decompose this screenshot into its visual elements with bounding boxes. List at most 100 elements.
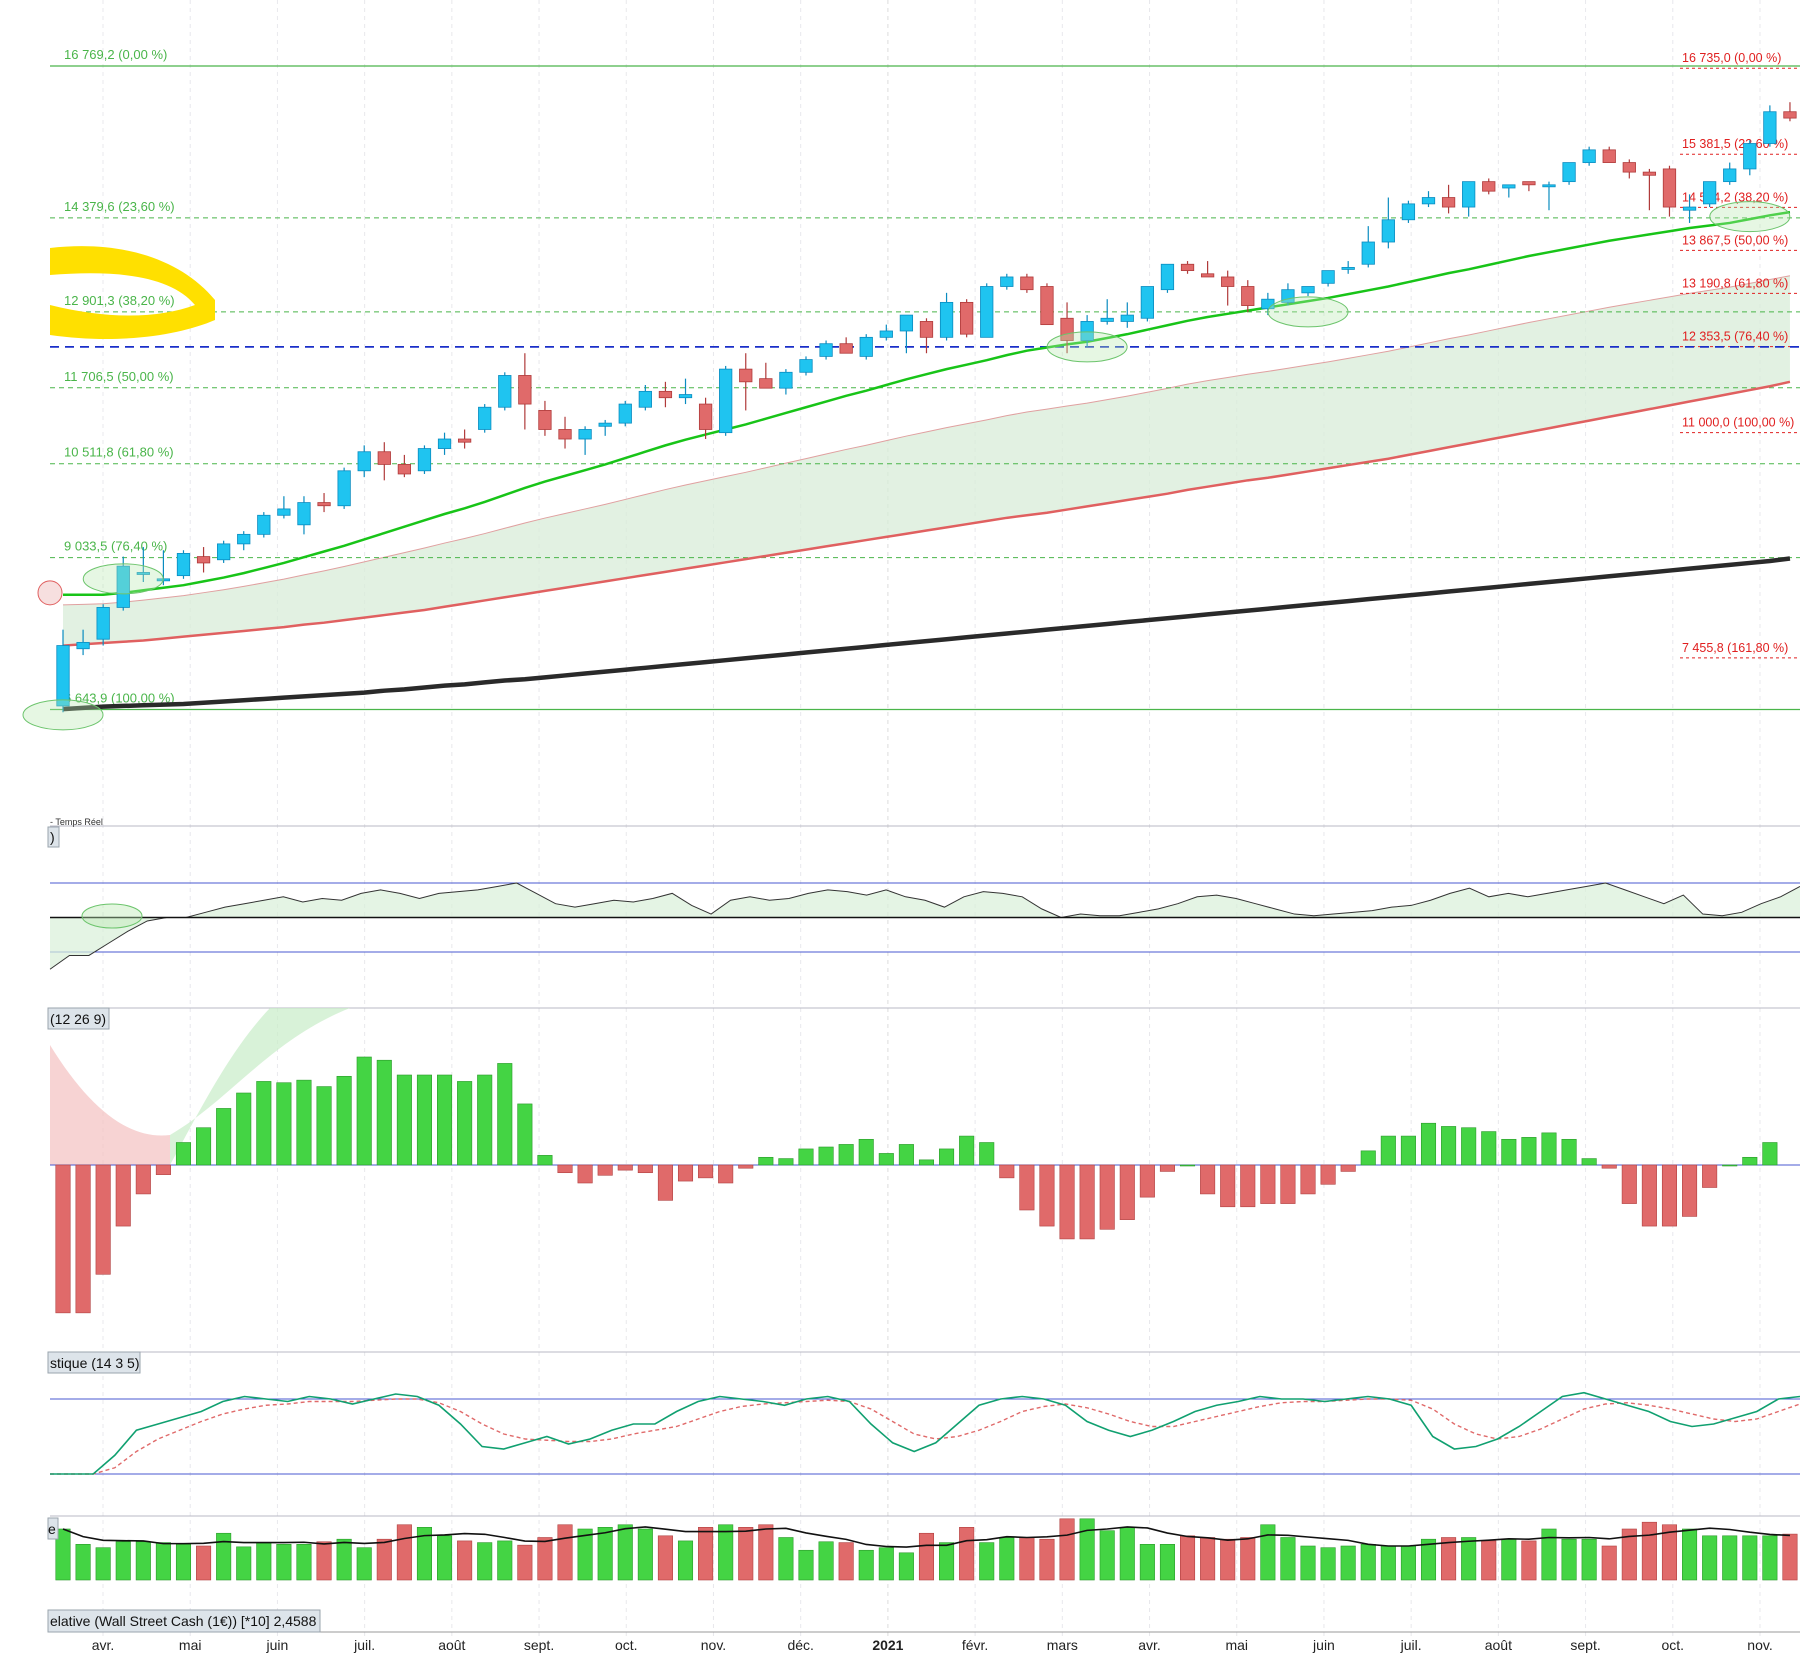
volume-bar xyxy=(1521,1540,1537,1581)
macd-bar xyxy=(336,1075,352,1166)
macd-bar xyxy=(1441,1126,1457,1166)
candle-body xyxy=(96,607,110,640)
volume-title-box[interactable]: e xyxy=(47,1517,59,1540)
macd-bar xyxy=(135,1164,151,1195)
macd-bar xyxy=(115,1164,131,1227)
volume-bar xyxy=(677,1540,694,1581)
volume-bar xyxy=(878,1547,894,1581)
macd-bar xyxy=(75,1164,91,1314)
candle-body xyxy=(437,438,452,449)
candle-body xyxy=(1522,181,1536,186)
macd-bar xyxy=(1501,1138,1517,1166)
volume-bar xyxy=(1501,1538,1517,1581)
macd-bar xyxy=(1722,1164,1738,1167)
candle-body xyxy=(879,330,893,338)
relative-footer-box[interactable]: elative (Wall Street Cash (1€)) [*10] 2,… xyxy=(47,1609,321,1633)
macd-bar xyxy=(1621,1164,1637,1204)
stoch-title: stique (14 3 5) xyxy=(50,1355,140,1371)
candle-body xyxy=(698,403,713,430)
macd-bar xyxy=(256,1081,272,1166)
fib-right-label: 13 867,5 (50,00 %) xyxy=(1682,233,1788,247)
candle-body xyxy=(196,556,211,564)
macd-bar xyxy=(1461,1127,1477,1166)
macd-signal-fill-red xyxy=(50,1045,170,1165)
volume-bar xyxy=(296,1544,312,1581)
fib-left-label: 9 033,5 (76,40 %) xyxy=(64,539,167,554)
candle-body xyxy=(859,336,873,357)
candle-body xyxy=(899,314,914,332)
macd-bar xyxy=(1702,1164,1718,1188)
candle-body xyxy=(377,451,391,465)
candle-body xyxy=(1040,286,1054,326)
candle-body xyxy=(1703,181,1717,205)
macd-bar xyxy=(196,1127,212,1166)
candle-body xyxy=(678,394,693,399)
macd-bar xyxy=(1159,1164,1175,1172)
volume-bar xyxy=(959,1527,975,1581)
touch-ellipse xyxy=(82,563,164,595)
moving-average-green xyxy=(63,210,1791,596)
x-tick-label: sept. xyxy=(524,1637,554,1653)
volume-bar xyxy=(718,1524,734,1581)
volume-bar xyxy=(1782,1533,1798,1581)
macd-signal-fill-green xyxy=(170,1008,350,1165)
volume-bar xyxy=(356,1547,372,1581)
macd-bar xyxy=(898,1144,914,1166)
candle-body xyxy=(1160,263,1175,291)
volume-bar xyxy=(738,1527,754,1581)
volume-bar xyxy=(477,1542,493,1581)
macd-title-box[interactable]: (12 26 9) xyxy=(47,1007,110,1030)
volume-bar xyxy=(216,1532,232,1581)
touch-ellipse xyxy=(22,699,104,731)
x-tick-label: juin xyxy=(266,1637,289,1653)
volume-bar xyxy=(316,1541,332,1581)
volume-bar xyxy=(236,1546,252,1581)
volume-bar xyxy=(918,1532,935,1581)
fib-right-label: 15 381,5 (23,60 %) xyxy=(1682,137,1788,151)
volume-bar xyxy=(1762,1535,1778,1581)
candle-body xyxy=(558,429,572,440)
macd-bar xyxy=(416,1074,432,1166)
macd-bar xyxy=(1099,1164,1115,1230)
macd-bar xyxy=(838,1144,854,1166)
volume-bar xyxy=(1722,1535,1738,1581)
volume-bar xyxy=(1260,1524,1276,1581)
macd-bar xyxy=(718,1164,734,1184)
macd-bar xyxy=(778,1158,794,1166)
candle-body xyxy=(116,565,130,608)
macd-bar xyxy=(1541,1132,1557,1166)
macd-bar xyxy=(376,1059,392,1166)
volume-bar xyxy=(1200,1537,1216,1581)
candle-body xyxy=(76,641,90,650)
candle-body xyxy=(1080,321,1094,341)
volume-bar xyxy=(1159,1544,1175,1581)
volume-bar xyxy=(336,1538,352,1581)
stoch-title-box[interactable]: stique (14 3 5) xyxy=(47,1351,141,1374)
macd-bar xyxy=(236,1092,252,1166)
candle-body xyxy=(618,403,632,424)
candle-body xyxy=(277,508,291,516)
macd-panel xyxy=(50,1008,1800,1314)
volume-bar xyxy=(1601,1545,1617,1581)
volume-bar xyxy=(437,1535,453,1581)
moving-average-red xyxy=(62,380,1791,647)
candle-body xyxy=(1140,286,1154,319)
rsi-title-box[interactable]: ) xyxy=(47,826,60,848)
candle-body xyxy=(1361,241,1375,265)
candle-body xyxy=(1401,203,1416,221)
fib-right-label: 12 353,5 (76,40 %) xyxy=(1682,330,1788,344)
volume-bar xyxy=(1039,1538,1055,1581)
month-gridlines xyxy=(102,0,1761,1640)
candle-body xyxy=(1482,181,1496,192)
volume-bar xyxy=(135,1541,151,1581)
volume-bar xyxy=(1621,1528,1637,1581)
volume-bar xyxy=(196,1545,212,1581)
candle-body xyxy=(980,286,994,338)
fib-left-label: 12 901,3 (38,20 %) xyxy=(64,293,175,308)
macd-bar xyxy=(396,1074,412,1166)
macd-bar xyxy=(858,1138,874,1166)
macd-bar xyxy=(1119,1164,1135,1220)
volume-bar xyxy=(497,1540,513,1581)
macd-bar xyxy=(1200,1164,1216,1195)
fib-right-label: 16 735,0 (0,00 %) xyxy=(1682,51,1781,65)
